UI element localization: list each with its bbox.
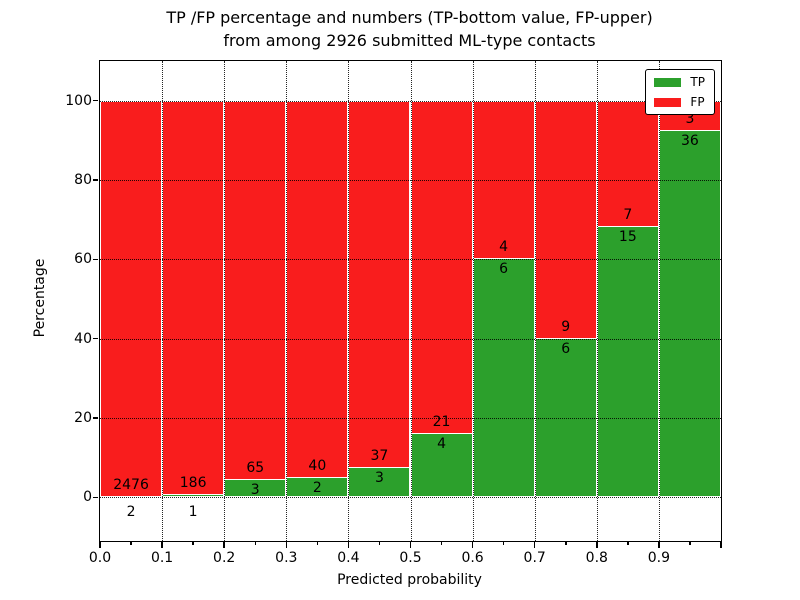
y-tick-label: 40: [74, 330, 92, 347]
y-tick-label: 100: [65, 92, 92, 109]
x-gridline: [410, 61, 412, 541]
fp-count-label: 4: [499, 239, 509, 256]
y-tick-label: 60: [74, 251, 92, 268]
x-gridline: [658, 61, 660, 541]
x-minor-tick: [316, 541, 319, 545]
tp-count-label: 15: [618, 228, 637, 245]
y-tick: [93, 337, 98, 340]
y-tick: [93, 99, 98, 102]
bar-segment-fp: [534, 100, 597, 339]
x-tick: [285, 541, 288, 548]
x-tick-label: 0.0: [88, 550, 112, 566]
legend-swatch-fp-icon: [654, 97, 682, 107]
y-tick: [93, 258, 98, 261]
legend-label-tp: TP: [690, 75, 705, 89]
tp-count-label: 4: [437, 435, 446, 452]
x-minor-tick: [378, 541, 381, 545]
fp-count-label: 2476: [113, 477, 149, 494]
legend-entry-tp: TP: [654, 75, 705, 89]
x-minor-tick: [502, 541, 505, 545]
bar-segment-fp: [410, 100, 473, 434]
tp-count-label: 1: [188, 504, 198, 521]
legend-label-fp: FP: [690, 95, 705, 109]
x-gridline: [162, 61, 164, 541]
bar-segment-fp: [100, 100, 163, 498]
legend-swatch-tp-icon: [654, 77, 682, 87]
fp-count-label: 186: [179, 475, 207, 492]
x-minor-tick: [627, 541, 629, 545]
x-gridline: [224, 61, 226, 541]
tp-count-label: 3: [374, 469, 384, 486]
x-tick-label: 0.8: [585, 550, 608, 566]
chart-title: TP /FP percentage and numbers (TP-bottom…: [99, 6, 720, 52]
x-tick: [99, 541, 101, 548]
chart-title-line2: from among 2926 submitted ML-type contac…: [223, 31, 596, 50]
x-tick-label: 0.2: [213, 550, 236, 566]
bar-segment-tp: [472, 259, 535, 498]
tp-count-label: 2: [312, 480, 322, 497]
y-tick-label: 80: [74, 172, 92, 188]
y-tick-label: 0: [83, 489, 92, 506]
x-minor-tick: [565, 541, 567, 545]
x-axis-label: Predicted probability: [337, 572, 482, 588]
tp-count-label: 36: [681, 133, 699, 150]
tp-count-label: 2: [126, 504, 136, 521]
x-minor-tick: [254, 541, 256, 545]
chart-title-line1: TP /FP percentage and numbers (TP-bottom…: [166, 8, 653, 27]
x-tick: [596, 541, 598, 548]
fp-count-label: 65: [246, 459, 265, 476]
x-tick-label: 0.1: [150, 550, 174, 566]
x-tick: [161, 541, 163, 548]
bar-segment-fp: [162, 100, 225, 496]
x-tick: [658, 541, 660, 548]
x-gridline: [534, 61, 536, 541]
tp-count-label: 6: [499, 261, 509, 278]
x-tick: [533, 541, 536, 548]
legend-entry-fp: FP: [654, 95, 705, 109]
tp-count-label: 6: [561, 340, 571, 357]
x-tick-label: 0.3: [275, 550, 298, 566]
x-minor-tick: [440, 541, 443, 545]
x-gridline: [348, 61, 350, 541]
x-minor-tick: [689, 541, 691, 545]
x-tick: [409, 541, 412, 548]
bar-segment-tp: [410, 433, 473, 498]
x-gridline: [472, 61, 474, 541]
x-tick: [223, 541, 225, 548]
legend: TP FP: [645, 69, 715, 115]
bar-segment-fp: [596, 100, 659, 227]
fp-count-label: 21: [432, 413, 451, 430]
x-tick: [720, 541, 722, 548]
x-gridline: [286, 61, 288, 541]
x-gridline: [596, 61, 598, 541]
bar-segment-tp: [348, 467, 411, 498]
fp-count-label: 40: [308, 458, 327, 475]
bar-segment-fp: [348, 100, 411, 468]
tp-count-label: 3: [250, 481, 260, 498]
x-tick-label: 0.4: [337, 550, 360, 566]
bar-segment-fp: [286, 100, 349, 479]
fp-count-label: 9: [561, 318, 571, 335]
fp-count-label: 37: [370, 447, 389, 464]
x-tick: [471, 541, 474, 548]
fp-count-label: 7: [623, 206, 633, 223]
plot-area: TP FP 2476 2 186 1 65 3 40 2 37 3 21 4 4 6 9 6 7 15 3 36 0.0…: [65, 60, 722, 566]
x-tick-label: 0.6: [461, 550, 484, 566]
x-minor-tick: [130, 541, 132, 545]
x-minor-tick: [192, 541, 194, 545]
x-tick: [347, 541, 350, 548]
x-tick-label: 0.7: [523, 550, 546, 566]
y-tick: [93, 496, 98, 499]
y-tick-label: 20: [74, 410, 92, 427]
x-tick-label: 0.5: [399, 550, 422, 566]
fp-count-label: 3: [685, 111, 695, 128]
bar-segment-fp: [224, 100, 287, 480]
bar-segment-tp: [596, 226, 659, 498]
x-tick-label: 0.9: [647, 550, 671, 566]
y-tick: [93, 179, 98, 181]
y-tick: [93, 417, 98, 419]
bar-segment-tp: [658, 131, 721, 498]
